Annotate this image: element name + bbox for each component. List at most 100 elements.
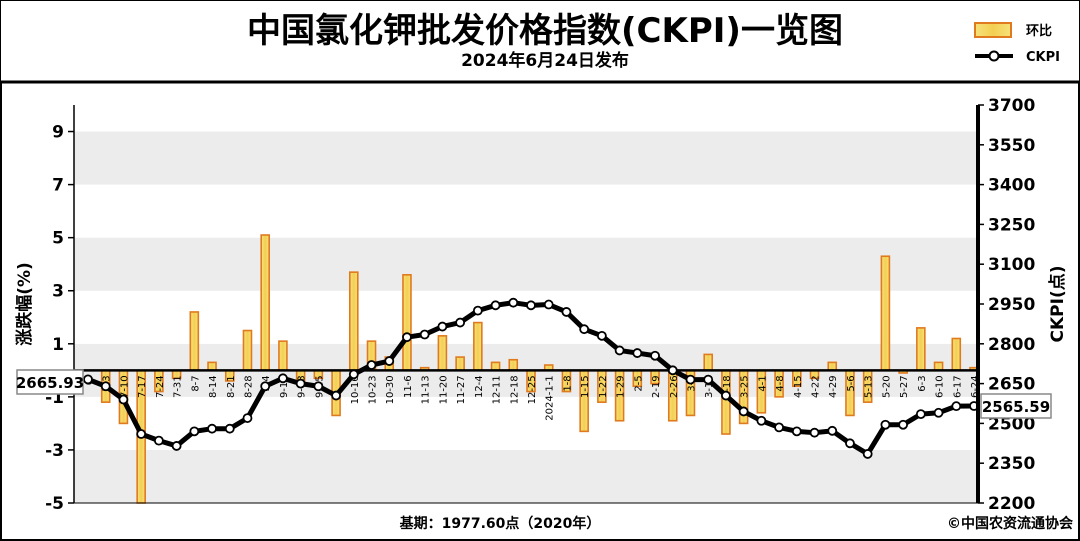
ckpi-point-1-15 [579, 324, 590, 335]
x-tick-label: 7-24 [155, 375, 166, 398]
ckpi-point-1-29 [614, 345, 625, 356]
right-tick-label: 2650 [988, 375, 1035, 395]
x-tick-label: 10-23 [368, 375, 379, 404]
x-tick-label: 4-8 [775, 375, 786, 391]
grid-band [74, 396, 978, 450]
ckpi-point-12-18 [508, 297, 519, 308]
ckpi-point-7-24 [153, 435, 164, 446]
grid-band [74, 237, 978, 291]
bar-12-4 [473, 321, 483, 372]
right-tick-label: 2800 [988, 335, 1035, 355]
x-tick-label: 8-21 [226, 375, 237, 398]
x-tick-label: 2-5 [633, 375, 644, 391]
ckpi-point-2-19 [650, 350, 660, 361]
right-tick-label: 2350 [988, 454, 1035, 474]
bar-9-4 [260, 234, 271, 372]
ckpi-point-7-31 [171, 441, 182, 451]
ckpi-point-8-7 [189, 426, 200, 437]
ckpi-point-8-14 [207, 423, 217, 434]
bar-6-3 [916, 327, 926, 372]
x-tick-label: 11-20 [438, 375, 449, 404]
bar-8-28 [242, 329, 253, 372]
ckpi-point-1-8 [561, 307, 572, 317]
x-tick-label: 6-3 [917, 375, 928, 391]
bar-6-17 [951, 337, 962, 372]
x-tick-label: 6-10 [935, 375, 946, 398]
bar-11-6 [402, 274, 412, 372]
ckpi-point-3-11 [703, 374, 714, 385]
x-tick-label: 2-26 [669, 375, 680, 398]
ckpi-point-5-13 [862, 449, 873, 459]
grid-band [74, 449, 978, 503]
ckpi-point-2-26 [667, 365, 678, 376]
x-tick-label: 2-19 [651, 375, 662, 398]
start-value-callout: 2665.93 [16, 369, 84, 395]
x-tick-label: 8-14 [208, 375, 219, 398]
x-tick-label: 11-13 [421, 375, 432, 404]
legend-line-marker [988, 50, 1000, 62]
ckpi-point-12-25 [526, 300, 536, 311]
ckpi-point-6-2x [83, 374, 93, 385]
ckpi-point-3-25 [738, 406, 749, 417]
ckpi-point-5-20 [880, 419, 891, 430]
bar-11-27 [455, 356, 465, 372]
left-tick-label: 1 [52, 335, 64, 355]
end-callout-text: 2565.59 [982, 398, 1050, 416]
left-tick-label: 9 [52, 123, 64, 143]
x-tick-label: 1-15 [580, 375, 591, 398]
x-tick-label: 1-22 [598, 375, 609, 398]
right-tick-label: 2200 [988, 494, 1035, 514]
ckpi-point-9-11 [278, 373, 288, 384]
ckpi-point-4-29 [827, 425, 838, 436]
x-tick-label: 4-22 [811, 375, 822, 398]
start-callout-box [16, 369, 84, 395]
ckpi-point-7-10 [118, 394, 129, 405]
left-tick-label: 5 [52, 229, 64, 249]
x-tick-label: 8-7 [190, 375, 201, 391]
right-tick-label: 2950 [988, 295, 1035, 315]
ckpi-point-12-11 [490, 300, 501, 311]
right-tick-label: 2500 [988, 414, 1035, 434]
left-tick-label: -5 [45, 494, 64, 514]
ckpi-point-7-17 [136, 429, 147, 439]
chart-subtitle: 2024年6月24日发布 [461, 50, 629, 71]
right-axis-title: CKPI(点) [1047, 266, 1068, 343]
x-tick-label: 3-18 [722, 375, 733, 398]
ckpi-point-9-25 [313, 381, 324, 392]
ckpi-point-11-20 [437, 321, 448, 332]
x-tick-label: 11-6 [403, 375, 414, 398]
ckpi-point-9-18 [295, 378, 306, 389]
right-axis-ticks: 3700 3550 3400 3250 3100 2950 2800 2650 2500 2350… [978, 96, 1035, 514]
x-tick-label: 8-28 [243, 375, 254, 398]
ckpi-point-10-9 [331, 390, 341, 401]
bar-8-7 [189, 311, 200, 372]
x-tick-label: 4-1 [757, 375, 768, 391]
right-tick-label: 3250 [988, 215, 1035, 235]
x-tick-label: 4-15 [793, 375, 804, 398]
left-axis-title: 涨跌幅(%) [14, 262, 35, 346]
right-tick-label: 3550 [988, 136, 1035, 156]
start-callout-text: 2665.93 [16, 374, 84, 392]
left-tick-label: 3 [52, 282, 64, 302]
ckpi-point-4-1 [756, 415, 767, 426]
ckpi-point-11-6 [402, 332, 412, 343]
ckpi-point-12-4 [472, 305, 483, 316]
legend: 环比 CKPI [974, 22, 1060, 65]
x-tick-label: 5-20 [881, 375, 892, 398]
ckpi-point-2024-1-1 [543, 299, 554, 310]
x-tick-label: 2024-1-1 [545, 375, 556, 420]
end-value-callout: 2565.59 [980, 393, 1052, 419]
ckpi-point-11-13 [419, 329, 430, 340]
ckpi-point-5-6 [845, 438, 855, 449]
ckpi-point-1-22 [596, 330, 607, 341]
legend-bar-swatch [974, 22, 1012, 38]
legend-bar-label: 环比 [1026, 23, 1052, 39]
left-tick-label: 7 [52, 176, 64, 196]
x-tick-label: 7-31 [173, 375, 184, 398]
bar-3-11 [703, 353, 714, 372]
ckpi-point-4-22 [809, 427, 820, 438]
chart-title: 中国氯化钾批发价格指数(CKPI)一览图 [247, 11, 843, 51]
x-tick-label: 6-24 [970, 375, 981, 398]
ckpi-point-2-5 [632, 348, 643, 358]
grid-band [74, 290, 978, 344]
